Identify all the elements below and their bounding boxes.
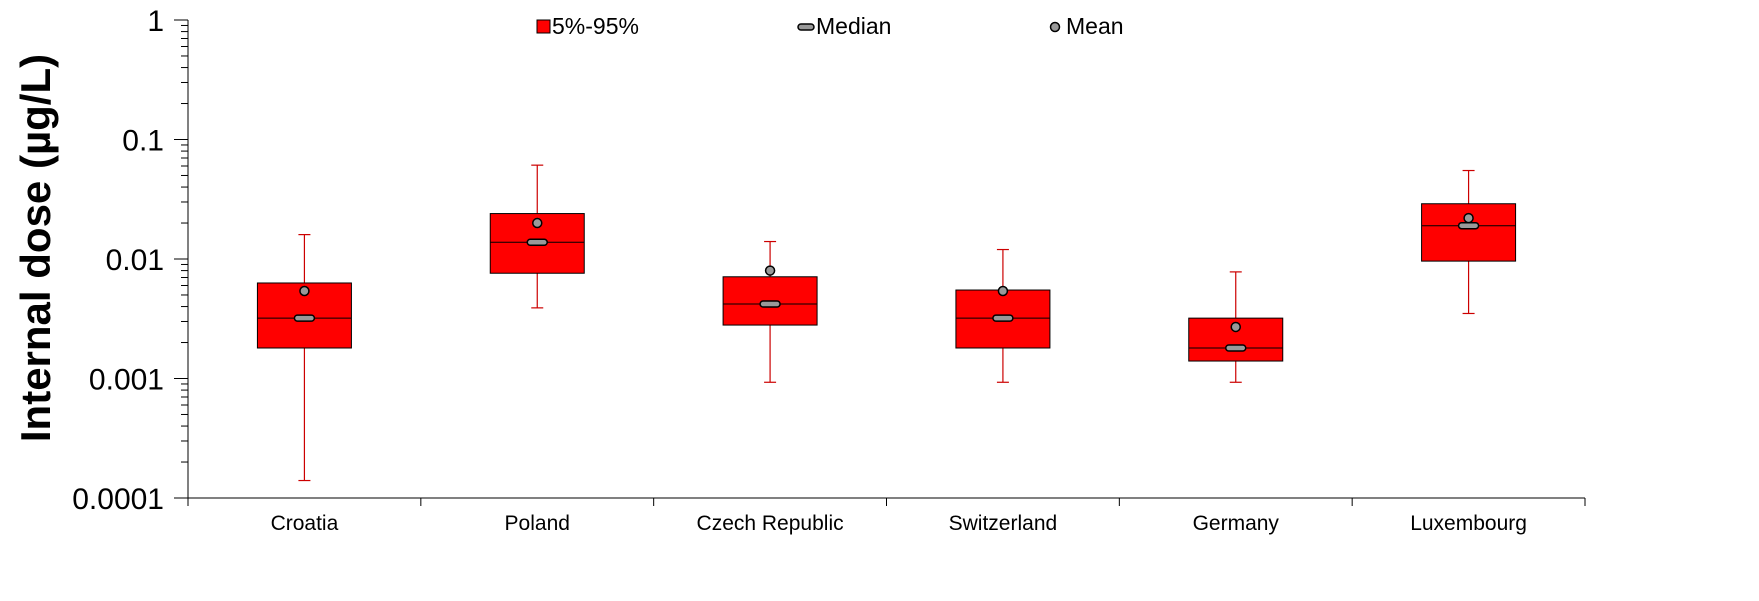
legend-mean-swatch — [1049, 21, 1061, 33]
mean-marker — [532, 217, 543, 229]
median-marker — [526, 238, 548, 247]
y-tick-label: 0.1 — [122, 125, 164, 158]
mean-marker — [1230, 321, 1241, 333]
x-tick-label: Luxembourg — [1410, 512, 1527, 535]
mean-marker — [299, 285, 310, 297]
y-tick-label: 0.001 — [89, 364, 164, 397]
box-luxembourg — [1421, 169, 1517, 315]
median-marker — [992, 314, 1014, 322]
median-marker — [293, 314, 316, 322]
median-marker — [1457, 221, 1480, 230]
box-switzerland — [955, 248, 1051, 383]
x-tick-label: Poland — [505, 512, 570, 535]
legend-median-swatch — [797, 23, 815, 31]
box-series — [256, 164, 1517, 482]
axes: 0.0001 0.001 0.01 0.1 1 Croatia Poland Czech Re… — [72, 5, 1586, 535]
box-5-95-range — [1421, 203, 1517, 262]
box-germany — [1188, 271, 1284, 383]
legend: 5%-95% Median Mean — [536, 13, 1124, 39]
x-tick-label: Croatia — [271, 512, 339, 535]
mean-marker — [764, 265, 776, 276]
x-tick-label: Switzerland — [949, 512, 1058, 535]
y-axis-label: Internal dose (µg/L) — [12, 54, 59, 442]
legend-box-swatch — [536, 19, 551, 34]
y-tick-label: 0.0001 — [72, 483, 164, 516]
median-marker — [759, 300, 781, 308]
box-czech-republic — [722, 240, 818, 383]
box-poland — [489, 164, 585, 309]
y-tick-label: 1 — [147, 5, 164, 38]
mean-marker — [1463, 212, 1474, 224]
y-tick-label: 0.01 — [106, 244, 164, 277]
legend-label-mean: Mean — [1066, 13, 1124, 39]
legend-label-median: Median — [816, 13, 891, 39]
x-tick-label: Germany — [1193, 512, 1280, 535]
box-croatia — [256, 234, 352, 482]
legend-label-box: 5%-95% — [552, 13, 639, 39]
mean-marker — [997, 285, 1009, 297]
median-marker — [1225, 344, 1247, 352]
x-tick-label: Czech Republic — [697, 512, 844, 535]
